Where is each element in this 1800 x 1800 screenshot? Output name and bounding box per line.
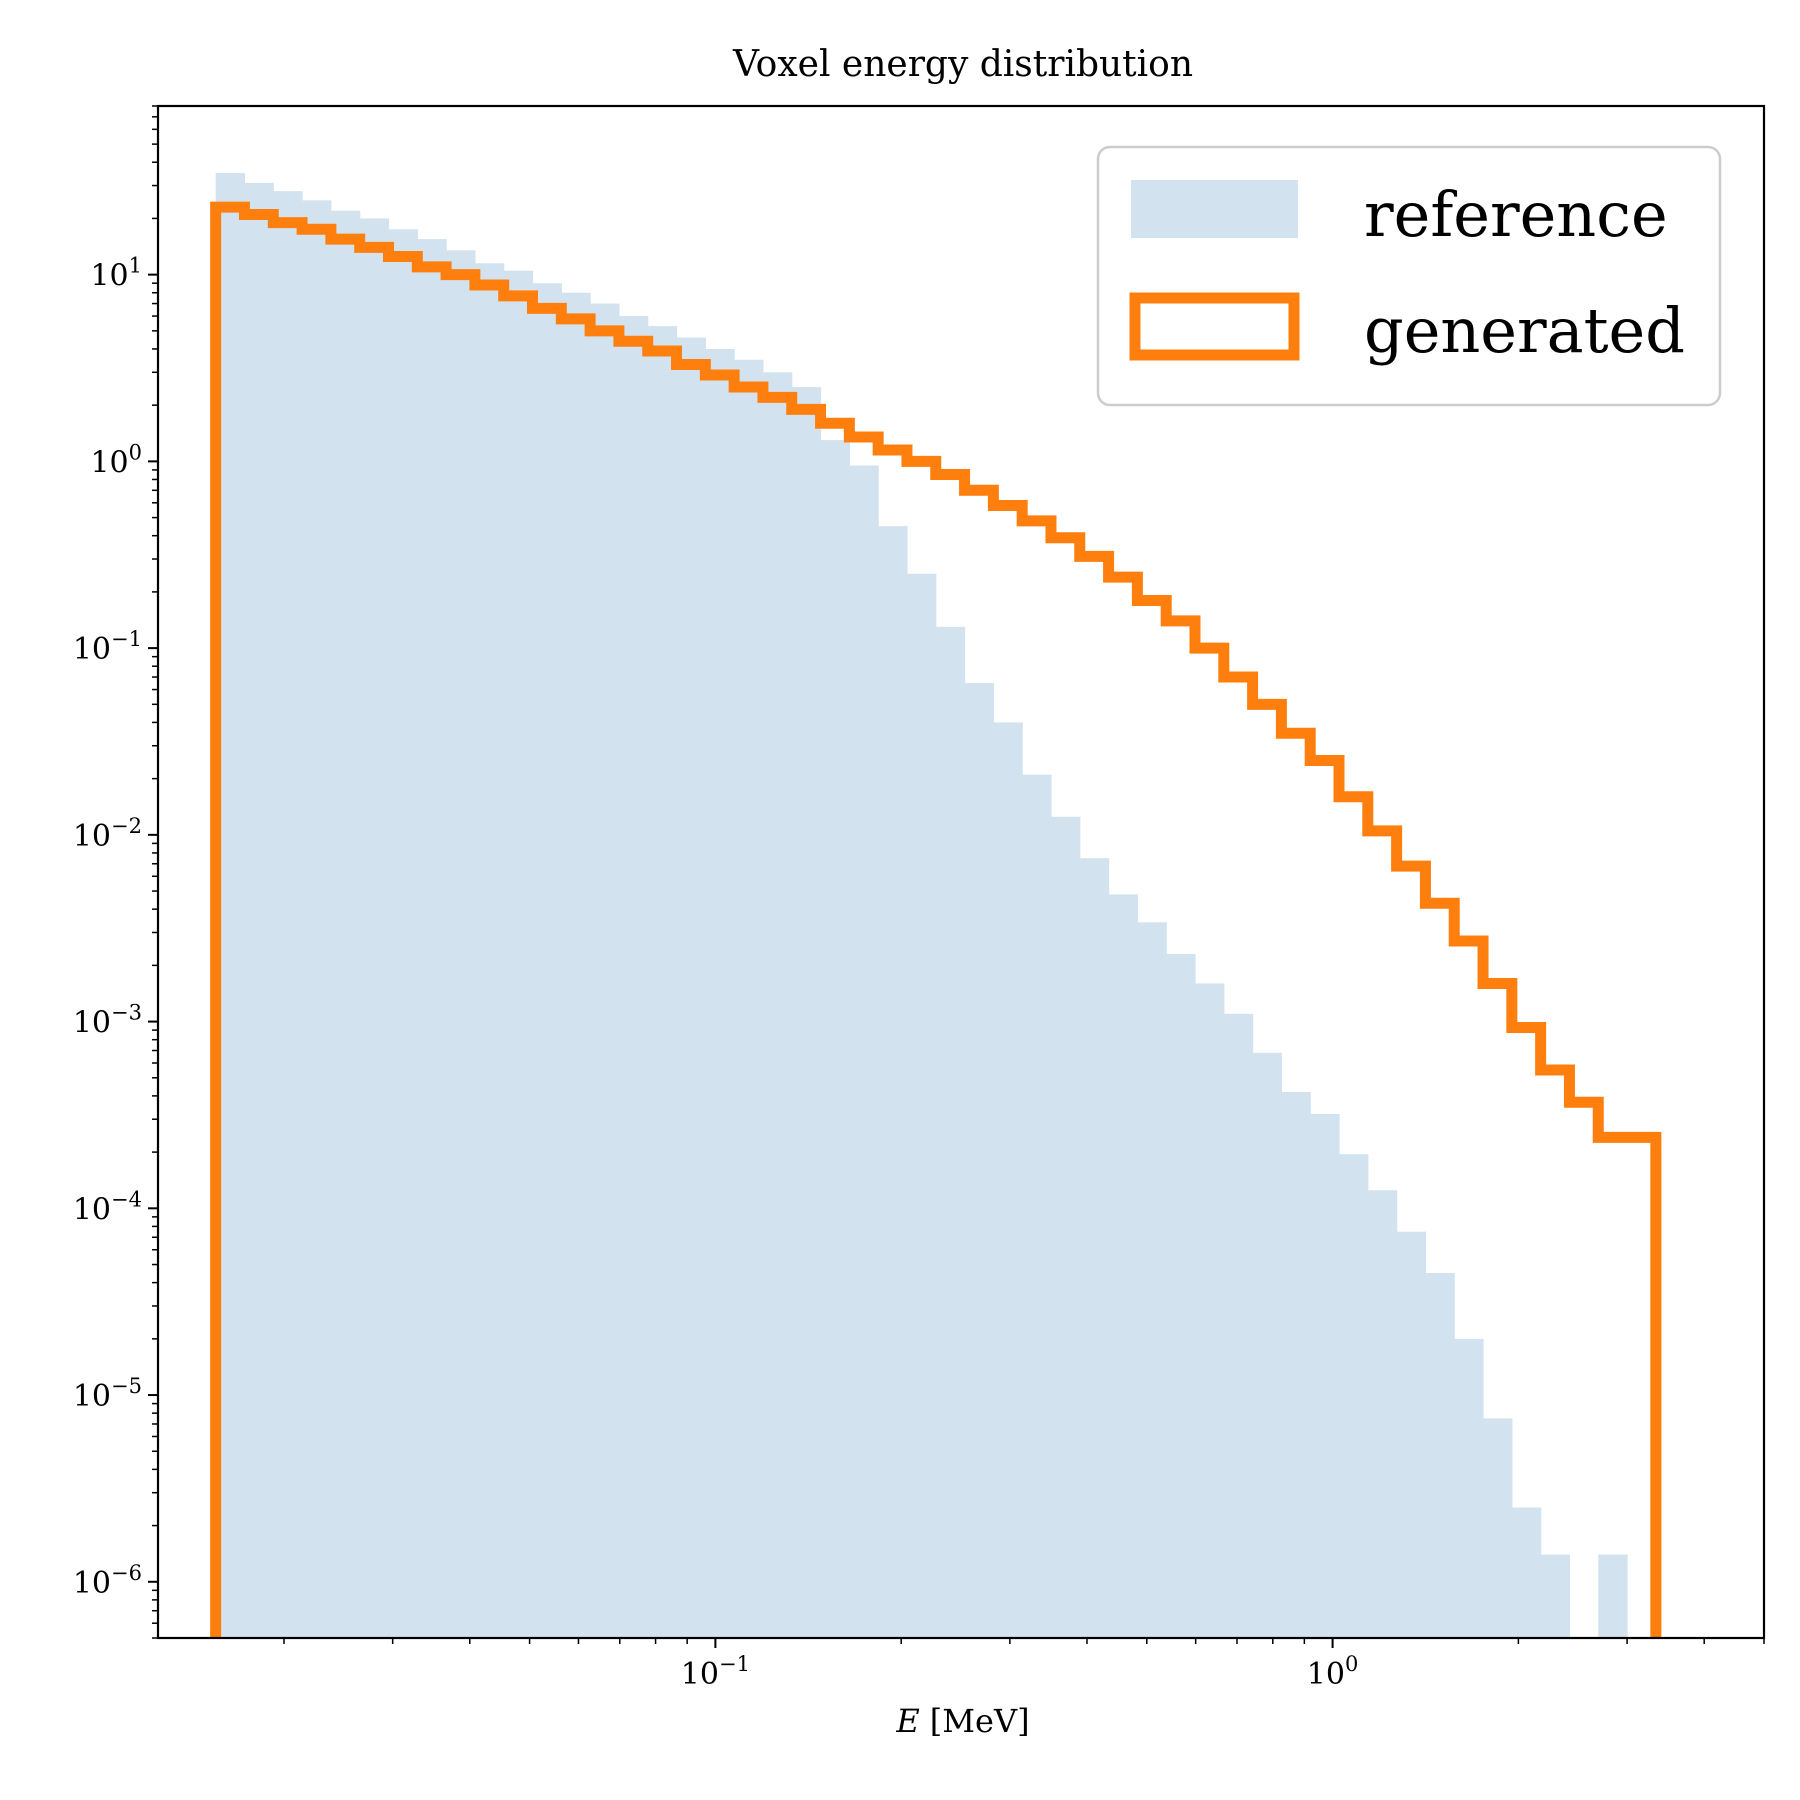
axes-frame — [156, 104, 1766, 1640]
legend: reference generated — [1096, 145, 1722, 407]
reference-bar — [474, 263, 505, 1638]
legend-swatch-reference — [1131, 180, 1298, 238]
y-axis: 101 100 10−1 10−2 10−3 10−4 10−5 10−6 — [73, 105, 158, 1639]
x-axis: 10−1 100 — [283, 1638, 1765, 1692]
y-tick-label: 10−5 — [73, 1374, 142, 1414]
y-tick-label: 101 — [90, 254, 142, 294]
reference-bar — [1252, 1052, 1282, 1638]
reference-bar — [532, 283, 562, 1639]
reference-bar — [1483, 1418, 1513, 1638]
reference-bar — [906, 573, 937, 1638]
y-tick-label: 10−3 — [73, 1001, 142, 1041]
reference-bar — [993, 722, 1023, 1638]
reference-bar — [734, 359, 764, 1638]
legend-label-generated: generated — [1364, 294, 1685, 367]
reference-bar — [244, 182, 274, 1638]
reference-bar — [1396, 1231, 1427, 1638]
reference-bar — [705, 348, 735, 1639]
reference-bar — [446, 250, 476, 1638]
reference-bar — [1339, 1154, 1369, 1638]
reference-bar — [302, 200, 332, 1639]
y-tick-label: 10−4 — [73, 1187, 142, 1227]
reference-bar — [330, 210, 361, 1639]
reference-bar — [1281, 1091, 1311, 1638]
reference-bar — [417, 239, 447, 1639]
reference-bar — [590, 303, 620, 1638]
plot-area — [210, 173, 1662, 1639]
chart-title: Voxel energy distribution — [732, 44, 1193, 85]
reference-bar — [1079, 858, 1110, 1638]
reference-bar — [791, 387, 822, 1638]
generated-step-line — [210, 201, 1662, 1638]
reference-bar — [1050, 816, 1081, 1638]
legend-label-reference: reference — [1364, 178, 1668, 251]
reference-bar — [647, 326, 678, 1638]
y-tick-label: 10−2 — [73, 814, 142, 854]
y-tick-label: 10−6 — [73, 1561, 142, 1601]
reference-bar — [1137, 922, 1167, 1638]
reference-bar — [561, 292, 591, 1638]
reference-bar — [1511, 1507, 1542, 1638]
reference-bar — [503, 270, 534, 1639]
x-axis-title: E [MeV] — [895, 1702, 1029, 1740]
reference-bar — [1425, 1273, 1455, 1638]
reference-bar — [273, 191, 303, 1638]
reference-bar — [388, 229, 418, 1638]
reference-bar — [1194, 983, 1225, 1638]
x-axis-variable: E — [895, 1702, 919, 1740]
legend-swatch-generated — [1129, 292, 1300, 361]
reference-bar — [1367, 1190, 1398, 1638]
reference-bar — [820, 440, 850, 1639]
y-tick-label: 100 — [90, 440, 142, 480]
reference-bar — [1310, 1113, 1340, 1638]
reference-bar — [1166, 954, 1196, 1638]
reference-bar — [1540, 1554, 1571, 1638]
reference-bar — [1598, 1554, 1628, 1638]
reference-bar — [618, 316, 649, 1638]
x-tick-label: 10−1 — [681, 1652, 750, 1692]
reference-bar — [1454, 1338, 1484, 1638]
reference-bar — [849, 465, 879, 1638]
reference-bar — [935, 626, 966, 1638]
reference-bar — [1223, 1013, 1254, 1638]
x-axis-unit: [MeV] — [930, 1702, 1030, 1740]
reference-bar — [964, 683, 994, 1638]
reference-bar — [1108, 894, 1138, 1638]
reference-bar — [878, 526, 908, 1638]
y-tick-label: 10−1 — [73, 627, 142, 667]
reference-bar — [1022, 774, 1052, 1638]
reference-bar — [676, 337, 706, 1638]
reference-bar — [359, 218, 390, 1639]
reference-bar — [762, 372, 793, 1638]
x-tick-label: 100 — [1307, 1652, 1359, 1692]
